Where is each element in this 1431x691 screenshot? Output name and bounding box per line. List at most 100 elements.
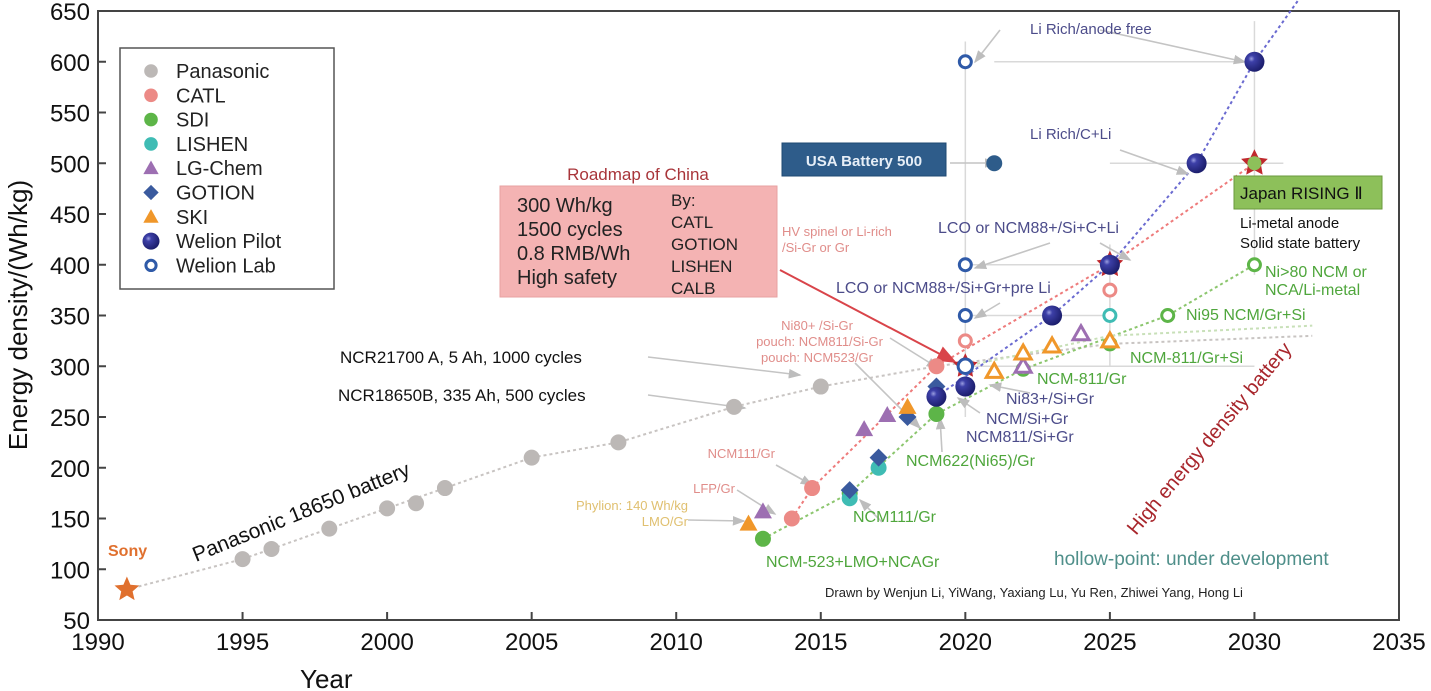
point-ski-under-development: [983, 360, 1005, 379]
point-welion-pilot: [1042, 305, 1063, 326]
point-lishen: [870, 459, 887, 476]
label-high-energy: High energy density battery: [1123, 339, 1296, 540]
y-tick-label: 600: [50, 50, 90, 77]
label-ncm811-si-gr: NCM811/Si+Gr: [966, 429, 1074, 446]
point-catl: [783, 510, 800, 527]
point-welion-lab: [957, 308, 973, 323]
point-japan-rising-core: [1247, 156, 1262, 171]
legend-label: Welion Pilot: [176, 231, 282, 253]
point-lg-chem: [855, 420, 874, 437]
point-ski: [898, 397, 917, 414]
annotation-arrow: [974, 29, 1001, 64]
label-ni80-2: pouch: NCM811/Si-Gr: [756, 334, 884, 349]
label-phylion-2: LMO/Gr: [642, 514, 689, 529]
roadmap-title: Roadmap of China: [567, 165, 709, 184]
y-tick-label: 100: [50, 557, 90, 584]
legend: PanasonicCATLSDILISHENLG-ChemGOTIONSKIWe…: [119, 47, 335, 290]
roadmap-line: High safety: [517, 267, 617, 289]
usa-battery-500-label: USA Battery 500: [781, 142, 947, 177]
label-hv-spinel-1: HV spinel or Li-rich: [782, 224, 892, 239]
point-sdi-under-development: [1246, 257, 1262, 273]
trend-sdi: [762, 263, 1255, 540]
roadmap-line: 0.8 RMB/Wh: [517, 243, 630, 265]
annotation-arrow: [973, 242, 1051, 270]
x-tick-label: 2020: [939, 629, 992, 656]
annotation-arrows: [647, 29, 1247, 526]
point-panasonic: [436, 480, 453, 497]
label-ni95: Ni95 NCM/Gr+Si: [1186, 307, 1306, 324]
y-tick-label: 150: [50, 507, 90, 534]
point-welion-lab: [956, 357, 975, 375]
point-sdi: [754, 530, 771, 547]
point-panasonic: [610, 434, 627, 451]
label-lco-pre-li: LCO or NCM88+/Si+Gr+pre Li: [836, 280, 1051, 297]
roadmap-company: By:: [671, 191, 696, 210]
y-tick-label: 650: [50, 0, 90, 26]
point-gotion: [869, 448, 888, 467]
point-lg-chem: [753, 502, 772, 519]
legend-marker-welion-pilot: [142, 232, 160, 250]
label-ncm111-gr-sdi: NCM111/Gr: [853, 509, 937, 526]
legend-label: SKI: [176, 207, 208, 229]
svg-text:Japan RISING Ⅱ: Japan RISING Ⅱ: [1240, 184, 1363, 203]
legend-marker-welion-lab: [144, 258, 158, 272]
label-lco-c-li: LCO or NCM88+/Si+C+Li: [938, 220, 1119, 237]
point-ski-under-development: [1041, 334, 1063, 354]
x-tick-label: 2005: [505, 629, 558, 656]
x-tick-label: 2015: [794, 629, 847, 656]
trend-ski: [965, 324, 1313, 368]
point-welion-pilot: [1244, 51, 1265, 72]
y-tick-label: 450: [50, 202, 90, 229]
legend-marker-gotion: [143, 184, 159, 201]
point-lishen-under-development: [1102, 308, 1118, 323]
point-panasonic: [408, 495, 425, 512]
data-marks: [114, 51, 1268, 601]
label-sony: Sony: [108, 543, 147, 560]
y-axis: 50 100 150 200 250 300 350 400 450 500 550 600 650: [50, 0, 106, 635]
point-panasonic: [523, 449, 540, 466]
point-panasonic: [726, 398, 743, 415]
annotation-arrow: [935, 416, 946, 453]
label-ni80-1: Ni80+ /Si-Gr: [781, 318, 854, 333]
annotation-arrow: [736, 489, 777, 515]
label-lfp-gr: LFP/Gr: [693, 481, 736, 496]
annotation-arrow: [858, 498, 883, 523]
x-tick-label: 2000: [360, 629, 413, 656]
annotation-arrow: [973, 302, 1001, 319]
label-ncm811-gr-si: NCM-811/Gr+Si: [1130, 350, 1243, 367]
y-tick-label: 500: [50, 151, 90, 178]
japan-rising-label: Japan RISING Ⅱ Li-metal anode Solid stat…: [1233, 175, 1383, 252]
roadmap-company: GOTION: [671, 235, 738, 254]
roadmap-line: 300 Wh/kg: [517, 195, 613, 217]
trend-welion: [935, 0, 1299, 398]
point-panasonic: [812, 378, 829, 395]
legend-label: LG-Chem: [176, 158, 263, 180]
legend-label: Welion Lab: [176, 255, 276, 277]
label-ni80-3: pouch: NCM523/Gr: [761, 350, 874, 365]
point-panasonic: [321, 520, 338, 537]
annotation-arrow: [647, 356, 802, 379]
legend-label: LISHEN: [176, 134, 248, 156]
point-panasonic: [234, 551, 251, 568]
roadmap-line: 1500 cycles: [517, 219, 623, 241]
label-phylion-1: Phylion: 140 Wh/kg: [576, 498, 688, 513]
point-catl: [804, 480, 821, 497]
y-tick-label: 400: [50, 253, 90, 280]
label-ncm-si-gr: NCM/Si+Gr: [986, 411, 1069, 428]
x-tick-label: 2010: [650, 629, 703, 656]
y-tick-label: 350: [50, 304, 90, 331]
x-tick-label: 2030: [1228, 629, 1281, 656]
annotation-arrow: [1099, 29, 1247, 65]
point-lg-chem: [878, 405, 897, 422]
label-ncm523-lmo: NCM-523+LMO+NCAGr: [766, 554, 940, 571]
x-axis: 1990 1995 2000 2005 2010 2015 2020 2025 2030 2035: [71, 612, 1426, 656]
roadmap-company: CALB: [671, 279, 715, 298]
annotation-arrow: [988, 382, 1031, 394]
point-catl-under-development: [1102, 282, 1118, 298]
x-axis-label: Year: [300, 664, 353, 691]
legend-marker-panasonic: [144, 64, 158, 78]
label-ncm111-gr-catl: NCM111/Gr: [708, 446, 776, 461]
x-tick-label: 2035: [1372, 629, 1425, 656]
roadmap-company: CATL: [671, 213, 713, 232]
point-welion-lab: [957, 257, 973, 273]
